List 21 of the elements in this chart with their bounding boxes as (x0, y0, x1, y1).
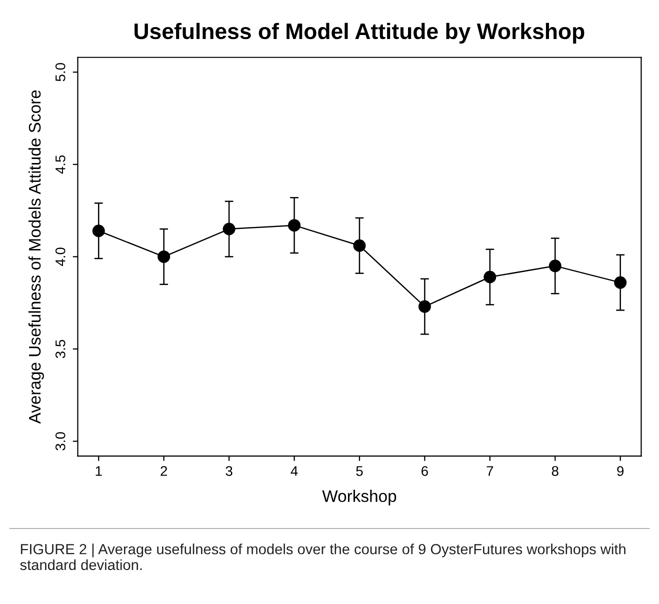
y-axis-title: Average Usefulness of Models Attitude Score (28, 90, 44, 424)
y-tick-label: 4.5 (56, 155, 66, 174)
x-tick-label: 3 (226, 466, 232, 476)
point (222, 222, 236, 236)
x-tick-label: 6 (422, 466, 428, 476)
caption: FIGURE 2 | Average usefulness of models over the course of 9 OysterFutures workshops with standard deviation. (20, 544, 626, 570)
y-tick-label: 3.0 (55, 432, 66, 450)
x-axis-title: Workshop (322, 490, 396, 506)
point (484, 270, 496, 284)
y-tick-label: 5.0 (55, 63, 66, 82)
y-tick-label: 4.0 (55, 248, 66, 266)
chart-title: Usefulness of Model Attitude by Workshop (134, 22, 584, 44)
x-tick-label: 2 (160, 466, 168, 476)
x-tick-label: 7 (486, 466, 494, 476)
x-tick-label: 9 (617, 466, 624, 476)
x-tick-label: 8 (552, 466, 558, 476)
x-tick-label: 5 (356, 466, 363, 476)
x-tick-label: 4 (290, 466, 298, 476)
point (353, 239, 366, 252)
y-tick-label: 3.5 (55, 340, 66, 358)
x-tick-label: 1 (96, 466, 102, 476)
